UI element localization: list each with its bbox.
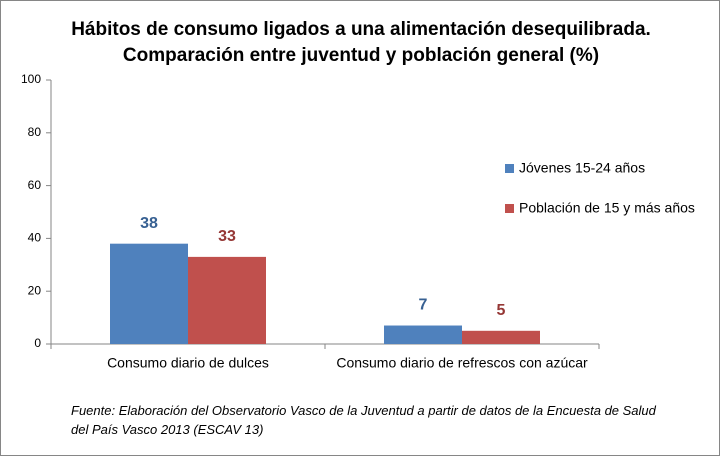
legend-swatch	[505, 164, 514, 173]
x-tick-label: Consumo diario de dulces	[107, 355, 269, 371]
legend-label: Población de 15 y más años	[519, 200, 695, 216]
y-tick-label: 100	[21, 72, 41, 86]
y-tick-label: 40	[28, 231, 42, 245]
bar	[462, 330, 540, 344]
bar	[110, 243, 188, 344]
data-label: 33	[218, 228, 236, 245]
legend-swatch	[505, 204, 514, 213]
bar	[384, 325, 462, 344]
source-note: Fuente: Elaboración del Observatorio Vas…	[71, 403, 656, 437]
x-tick-label: Consumo diario de refrescos con azúcar	[336, 355, 588, 371]
data-label: 5	[497, 302, 506, 319]
legend-label: Jóvenes 15-24 años	[519, 160, 645, 176]
y-tick-label: 80	[28, 125, 42, 139]
y-tick-label: 0	[34, 336, 41, 350]
y-tick-label: 20	[28, 283, 42, 297]
bar	[188, 256, 266, 344]
chart-title: Hábitos de consumo ligados a una aliment…	[71, 19, 651, 66]
data-label: 7	[419, 297, 428, 314]
y-tick-label: 60	[28, 178, 42, 192]
data-label: 38	[140, 215, 158, 232]
